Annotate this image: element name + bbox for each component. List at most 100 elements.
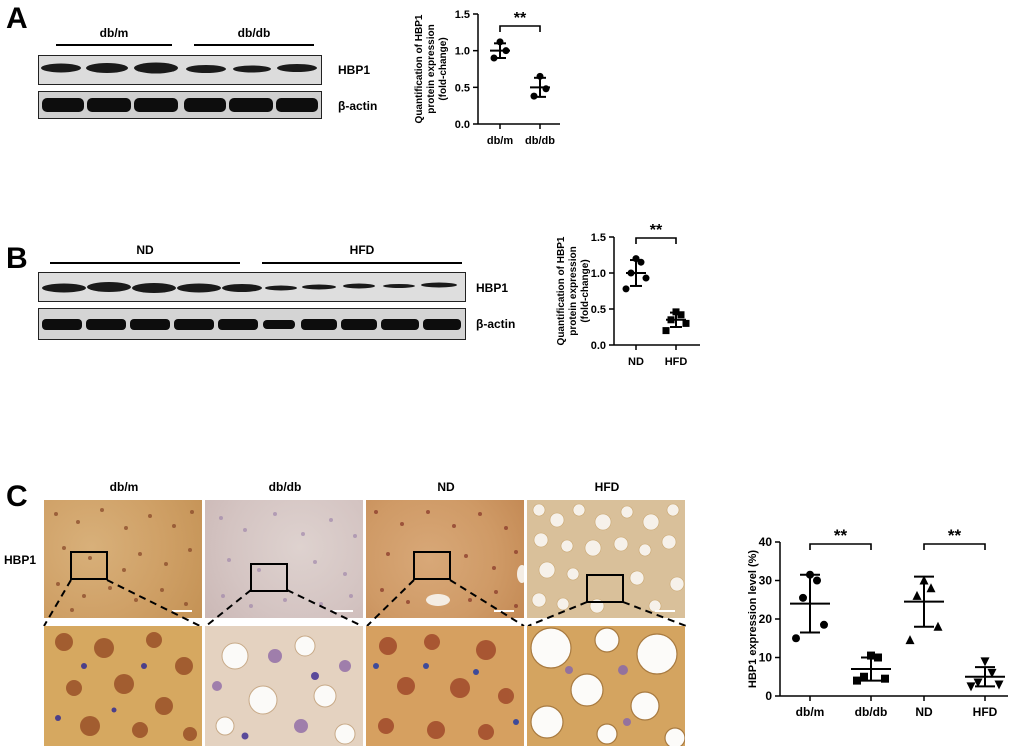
data-point <box>813 576 821 585</box>
group-label-dbm: db/m <box>99 26 129 40</box>
data-point <box>905 635 915 645</box>
micrograph-nd-high <box>366 626 524 746</box>
data-point <box>662 327 670 335</box>
tissue-texture-hfd-high <box>530 627 685 746</box>
tissue-texture-nd-low <box>374 510 524 612</box>
y-axis-label: Quantification of HBP1 <box>556 236 567 345</box>
significance-bracket <box>923 543 986 550</box>
data-point <box>637 258 645 266</box>
data-point <box>536 72 544 80</box>
data-point <box>874 653 882 662</box>
data-point <box>542 85 550 93</box>
data-point <box>627 269 635 277</box>
data-point <box>919 575 929 585</box>
significance-label: ** <box>650 222 663 239</box>
y-tick-label: 10 <box>759 651 773 665</box>
group-label-dbdb: db/db <box>237 26 271 40</box>
data-point <box>677 311 685 319</box>
chart-a-hbp1-quantification: 0.0 0.5 1.0 1.5 db/m db/db Quantification of H… <box>414 9 560 147</box>
data-point <box>672 308 680 316</box>
blot-label-actin-b: β-actin <box>476 317 516 331</box>
significance-label: ** <box>948 526 962 545</box>
data-point <box>933 621 943 631</box>
tissue-texture-dbm-high <box>55 632 197 741</box>
data-point <box>987 668 997 678</box>
y-tick-label: 0.5 <box>455 82 470 94</box>
row-label-hbp1: HBP1 <box>4 553 37 567</box>
chart-b-hbp1-quantification: 0.0 0.5 1.0 1.5 ND HFD Quantification of HBP1 p… <box>556 222 700 368</box>
western-blot-hbp1-a <box>38 55 322 85</box>
micrograph-hfd-high <box>527 626 685 746</box>
data-point <box>792 634 800 643</box>
x-tick-label: ND <box>915 705 933 719</box>
data-point <box>806 570 814 579</box>
panel-letter-c: C <box>6 480 28 513</box>
group-label-nd: ND <box>136 243 154 257</box>
data-point <box>622 285 630 293</box>
western-blot-actin-a <box>38 91 322 119</box>
significance-bracket <box>499 25 541 32</box>
data-point <box>667 316 675 324</box>
tissue-texture-dbm-low <box>54 508 194 612</box>
x-tick-label: ND <box>628 356 644 368</box>
group-bar-nd <box>50 262 240 264</box>
group-bar-dbm <box>56 44 172 46</box>
x-tick-label: db/m <box>487 135 513 147</box>
x-tick-label: HFD <box>665 356 688 368</box>
x-tick-label: db/m <box>796 705 825 719</box>
data-point <box>642 274 650 282</box>
western-blot-actin-b <box>38 308 466 340</box>
y-tick-label: 0.0 <box>591 340 606 352</box>
significance-label: ** <box>514 10 527 27</box>
data-point <box>867 651 875 660</box>
data-point <box>973 678 983 688</box>
tissue-texture-dbdb-high <box>212 635 356 745</box>
tissue-texture-hfd-low <box>531 503 685 614</box>
y-axis-label: (fold-change) <box>580 259 591 322</box>
y-tick-label: 30 <box>759 574 773 588</box>
data-point <box>912 590 922 600</box>
group-bar-hfd <box>262 262 462 264</box>
tissue-texture-nd-high <box>373 634 519 740</box>
blot-label-actin-a: β-actin <box>338 99 378 113</box>
column-label-dbm: db/m <box>109 480 139 494</box>
y-tick-label: 1.0 <box>455 46 470 58</box>
data-point <box>853 676 861 685</box>
data-point <box>881 674 889 683</box>
group-label-hfd: HFD <box>349 243 375 257</box>
micrograph-dbm-high <box>44 626 202 746</box>
y-tick-label: 0.0 <box>455 119 470 131</box>
column-label-nd: ND <box>437 480 455 494</box>
micrograph-dbm-low <box>44 500 202 618</box>
blot-bands-hbp1-b <box>42 282 457 293</box>
significance-label: ** <box>834 526 848 545</box>
blot-bands-actin-b <box>42 319 461 330</box>
data-point <box>966 682 976 692</box>
zoom-connectors <box>43 579 687 627</box>
y-tick-label: 0 <box>765 689 772 703</box>
y-axis-label: protein expression <box>568 246 579 335</box>
panel-letter-a: A <box>6 2 28 35</box>
significance-bracket <box>635 237 677 244</box>
data-point <box>496 38 504 46</box>
data-point <box>682 319 690 327</box>
micrograph-nd-low <box>366 500 524 618</box>
micrograph-dbdb-low <box>205 500 363 618</box>
data-point <box>530 92 538 100</box>
y-tick-label: 1.0 <box>591 268 606 280</box>
y-tick-label: 1.5 <box>591 232 606 244</box>
y-tick-label: 20 <box>759 612 773 626</box>
blot-bands-hbp1-a <box>41 62 317 74</box>
data-point <box>994 680 1004 690</box>
x-tick-label: HFD <box>973 705 998 719</box>
western-blot-hbp1-b <box>38 272 466 302</box>
y-axis-label: (fold-change) <box>438 37 449 100</box>
y-axis-label: HBP1 expression level (%) <box>747 550 759 689</box>
data-point <box>799 593 807 602</box>
blot-bands-actin-a <box>42 98 318 112</box>
data-point <box>502 47 510 55</box>
data-point <box>820 620 828 629</box>
panel-letter-b: B <box>6 242 28 275</box>
data-point <box>490 54 498 62</box>
data-point <box>980 657 990 667</box>
